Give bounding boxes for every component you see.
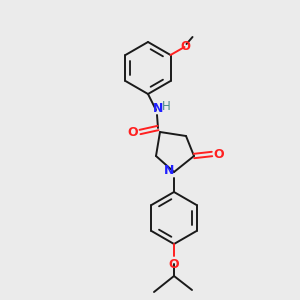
Text: O: O: [128, 127, 138, 140]
Text: H: H: [162, 100, 170, 113]
Text: N: N: [153, 103, 163, 116]
Text: O: O: [181, 40, 190, 52]
Text: N: N: [164, 164, 174, 176]
Text: O: O: [214, 148, 224, 160]
Text: O: O: [169, 258, 179, 271]
